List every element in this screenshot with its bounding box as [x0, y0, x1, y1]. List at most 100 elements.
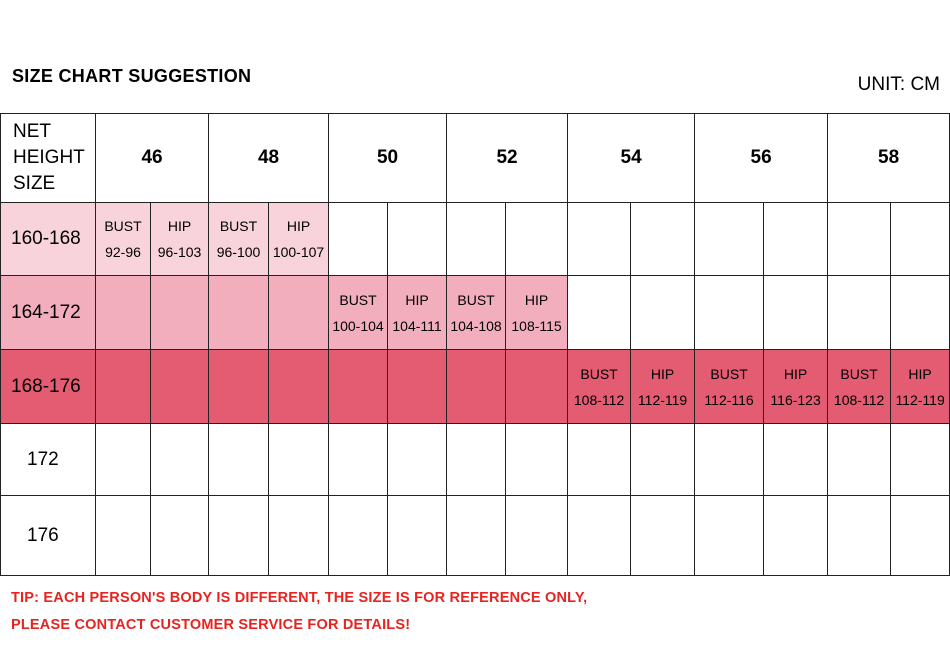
measurement-cell: BUST 108-112 [567, 349, 632, 424]
measurement-cell [630, 423, 696, 496]
row-height-label: 172 [0, 423, 96, 496]
measurement-key: HIP [650, 365, 675, 382]
size-chart-table: NET HEIGHT SIZE 46 48 50 52 54 56 58 160… [0, 113, 950, 576]
measurement-cell [763, 202, 829, 276]
measurement-cell: HIP 116-123 [763, 349, 829, 424]
unit-label: UNIT: CM [857, 74, 940, 95]
measurement-cell [328, 423, 389, 496]
measurement-cell [208, 423, 270, 496]
measurement-cell [630, 202, 696, 276]
row-height-label: 168-176 [0, 349, 96, 424]
measurement-cell [505, 349, 569, 424]
measurement-cell [328, 495, 389, 576]
measurement-value: 96-100 [216, 244, 261, 260]
measurement-value: 112-119 [895, 391, 945, 408]
measurement-value: 92-96 [105, 244, 141, 260]
measurement-value: 100-104 [332, 317, 384, 334]
measurement-key: BUST [339, 291, 377, 308]
size-header-50: 50 [328, 113, 448, 203]
measurement-cell [763, 423, 829, 496]
measurement-cell [890, 495, 950, 576]
measurement-cell [208, 349, 270, 424]
measurement-cell [149, 349, 210, 424]
measurement-key: HIP [167, 218, 192, 234]
measurement-value: 108-112 [833, 391, 885, 408]
measurement-cell [446, 423, 507, 496]
measurement-cell [387, 202, 448, 276]
table-row: 160-168 BUST 92-96 HIP 96-103 BUST 96-100 HIP 10… [0, 202, 950, 276]
measurement-cell [567, 202, 632, 276]
measurement-cell: BUST 104-108 [446, 275, 507, 350]
measurement-cell [890, 202, 950, 276]
measurement-value: 104-111 [392, 317, 442, 334]
measurement-cell [505, 202, 569, 276]
measurement-cell [694, 275, 765, 350]
size-header-58: 58 [827, 113, 950, 203]
measurement-cell [567, 423, 632, 496]
measurement-cell [630, 495, 696, 576]
measurement-key: HIP [783, 365, 808, 382]
measurement-value: 100-107 [272, 244, 325, 260]
measurement-cell: HIP 96-103 [149, 202, 210, 276]
header-label-line: SIZE [13, 173, 56, 194]
measurement-cell: BUST 108-112 [827, 349, 892, 424]
size-header-56: 56 [694, 113, 829, 203]
measurement-key: HIP [524, 291, 549, 308]
measurement-cell [446, 202, 507, 276]
measurement-value: 108-112 [573, 391, 625, 408]
measurement-cell [446, 349, 507, 424]
size-header-54: 54 [567, 113, 696, 203]
measurement-cell [268, 349, 330, 424]
header-label-line: NET [13, 121, 51, 142]
measurement-cell [827, 423, 892, 496]
measurement-value: 108-115 [511, 317, 562, 334]
measurement-cell: BUST 96-100 [208, 202, 270, 276]
measurement-key: BUST [710, 365, 748, 382]
table-row: 168-176 BUST 108-112 HIP 112-119 BUST 112-116 H… [0, 349, 950, 424]
header-label-line: HEIGHT [13, 147, 85, 168]
measurement-cell [95, 349, 151, 424]
measurement-key: BUST [580, 365, 618, 382]
measurement-cell [446, 495, 507, 576]
measurement-cell: HIP 108-115 [505, 275, 569, 350]
measurement-cell [149, 423, 210, 496]
measurement-value: 96-103 [157, 244, 202, 260]
measurement-cell [208, 275, 270, 350]
measurement-cell: HIP 112-119 [630, 349, 696, 424]
measurement-cell [694, 202, 765, 276]
measurement-cell [505, 495, 569, 576]
measurement-cell [827, 275, 892, 350]
page-title: SIZE CHART SUGGESTION [12, 66, 252, 86]
measurement-cell [149, 275, 210, 350]
measurement-value: 104-108 [450, 317, 502, 334]
table-row: 176 [0, 495, 950, 576]
measurement-cell [694, 495, 765, 576]
measurement-cell [387, 423, 448, 496]
measurement-cell [268, 423, 330, 496]
measurement-cell [95, 495, 151, 576]
size-header-46: 46 [94, 113, 210, 203]
measurement-value: 112-116 [704, 391, 754, 408]
measurement-cell [890, 275, 950, 350]
measurement-value: 112-119 [637, 391, 688, 408]
measurement-key: HIP [405, 291, 429, 308]
size-header-52: 52 [446, 113, 569, 203]
measurement-cell [567, 495, 632, 576]
measurement-cell [505, 423, 569, 496]
table-row: 172 [0, 423, 950, 496]
measurement-cell [827, 202, 892, 276]
measurement-cell [268, 275, 330, 350]
measurement-cell [763, 495, 829, 576]
measurement-cell: BUST 92-96 [95, 202, 151, 276]
measurement-cell: HIP 100-107 [268, 202, 330, 276]
size-header-48: 48 [208, 113, 330, 203]
measurement-cell [890, 423, 950, 496]
measurement-cell [95, 275, 151, 350]
measurement-cell [387, 495, 448, 576]
row-height-label: 160-168 [0, 202, 96, 276]
measurement-cell [328, 202, 389, 276]
row-height-label: 164-172 [0, 275, 96, 350]
tip-line-1: TIP: EACH PERSON'S BODY IS DIFFERENT, TH… [11, 590, 588, 606]
measurement-cell [328, 349, 389, 424]
header-row: NET HEIGHT SIZE 46 48 50 52 54 56 58 [0, 113, 950, 203]
